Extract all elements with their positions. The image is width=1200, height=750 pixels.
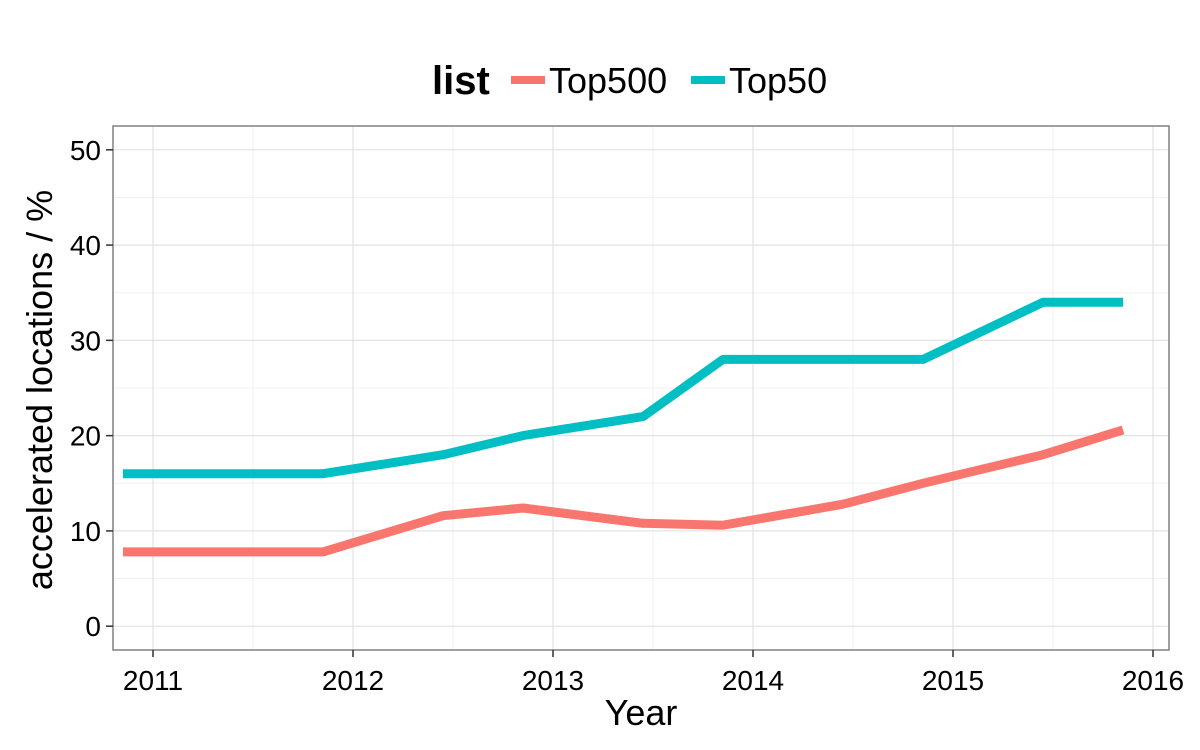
series-line-top500 bbox=[123, 425, 1125, 557]
x-tick-label: 2013 bbox=[522, 665, 584, 696]
x-tick-label: 2012 bbox=[322, 665, 384, 696]
legend-label-top500: Top500 bbox=[549, 60, 667, 101]
series-layer bbox=[123, 297, 1125, 557]
series-line-top50 bbox=[123, 297, 1123, 479]
ticks-layer: 2011 2012 2013 2014 2015 2016 0 10 20 30 40 50 bbox=[70, 135, 1184, 696]
x-tick-label: 2011 bbox=[123, 665, 183, 696]
y-tick-label: 50 bbox=[70, 135, 101, 166]
y-tick-label: 30 bbox=[70, 325, 101, 356]
y-tick-label: 20 bbox=[70, 421, 101, 452]
x-tick-label: 2014 bbox=[722, 665, 784, 696]
x-tick-label: 2016 bbox=[1122, 665, 1184, 696]
panel-border bbox=[112, 125, 1170, 651]
legend: list Top500 Top50 bbox=[432, 59, 827, 103]
grid-layer bbox=[113, 126, 1169, 650]
legend-items: Top500 Top50 bbox=[511, 60, 827, 101]
legend-label-top50: Top50 bbox=[729, 60, 827, 101]
y-tick-label: 10 bbox=[70, 516, 101, 547]
x-tick-label: 2015 bbox=[922, 665, 984, 696]
y-tick-label: 40 bbox=[70, 230, 101, 261]
y-tick-label: 0 bbox=[85, 611, 101, 642]
x-axis-label: Year bbox=[605, 692, 678, 733]
legend-title: list bbox=[432, 59, 490, 103]
y-axis-label: accelerated locations / % bbox=[19, 190, 60, 590]
